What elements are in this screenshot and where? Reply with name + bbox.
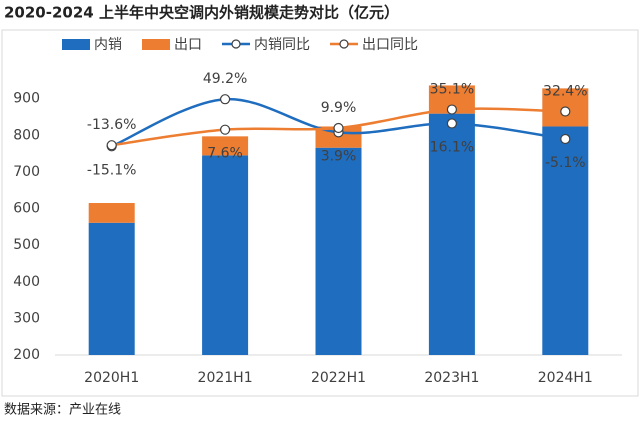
bar: [315, 147, 362, 355]
x-tick-label: 2021H1: [198, 370, 253, 386]
data-label: 7.6%: [207, 146, 243, 162]
y-tick-label: 300: [13, 310, 40, 326]
y-tick-label: 400: [13, 274, 40, 290]
chart-title: 2020-2024 上半年中央空调内外销规模走势对比（亿元）: [4, 4, 399, 22]
y-tick-label: 900: [13, 91, 40, 107]
marker: [446, 118, 457, 129]
legend-label: 出口: [174, 37, 202, 53]
marker: [446, 104, 457, 115]
legend-label: 内销: [94, 37, 122, 53]
x-tick-label: 2020H1: [84, 370, 139, 386]
legend-swatch: [62, 39, 90, 50]
legend-marker: [231, 39, 241, 49]
bar: [428, 113, 475, 355]
y-tick-label: 600: [13, 201, 40, 217]
data-label: 32.4%: [543, 84, 587, 100]
data-label: -13.6%: [87, 117, 137, 133]
data-label: 16.1%: [430, 139, 474, 155]
marker: [220, 94, 231, 105]
bar: [202, 155, 249, 355]
bar: [88, 222, 135, 355]
data-label: -15.1%: [87, 162, 137, 178]
y-tick-label: 200: [13, 347, 40, 363]
marker: [560, 106, 571, 117]
bar: [88, 203, 135, 223]
x-tick-label: 2023H1: [424, 370, 479, 386]
marker: [106, 140, 117, 151]
bar: [542, 126, 589, 356]
source: 数据来源：产业在线: [4, 403, 121, 418]
data-label: 9.9%: [321, 100, 357, 116]
y-tick-label: 700: [13, 164, 40, 180]
legend-swatch: [142, 39, 170, 50]
marker: [560, 133, 571, 145]
chart-frame: [1, 29, 639, 397]
data-label: -5.1%: [545, 155, 586, 171]
y-tick-label: 500: [13, 237, 40, 253]
marker: [333, 122, 344, 134]
legend-marker: [339, 39, 349, 49]
x-tick-label: 2022H1: [311, 370, 366, 386]
legend-label: 内销同比: [254, 37, 310, 53]
data-label: 35.1%: [430, 82, 474, 98]
bar: [202, 136, 249, 156]
data-label: 3.9%: [321, 148, 357, 164]
legend-label: 出口同比: [362, 37, 418, 53]
marker: [220, 124, 231, 135]
data-label: 49.2%: [203, 71, 247, 87]
x-tick-label: 2024H1: [538, 370, 593, 386]
y-tick-label: 800: [13, 127, 40, 143]
